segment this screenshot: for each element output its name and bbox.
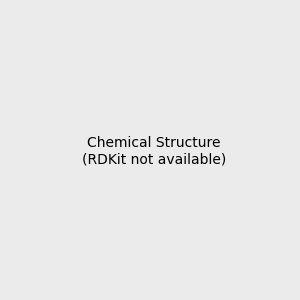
Text: Chemical Structure
(RDKit not available): Chemical Structure (RDKit not available) — [82, 136, 226, 166]
